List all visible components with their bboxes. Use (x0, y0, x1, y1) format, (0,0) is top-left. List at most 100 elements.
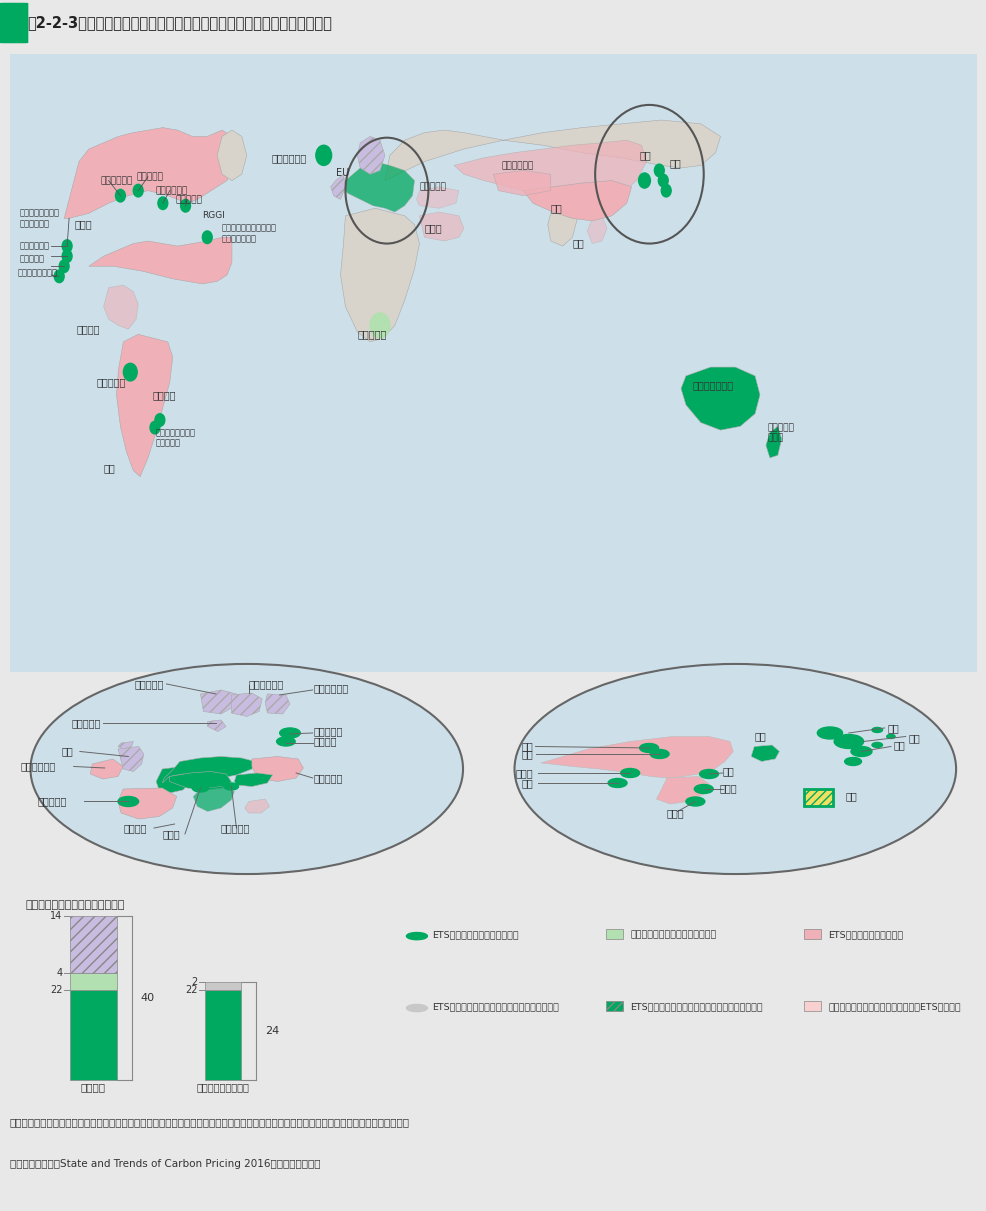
Text: ポーランド: ポーランド (314, 773, 343, 784)
Text: ノルウェー: ノルウェー (135, 679, 165, 689)
Polygon shape (493, 171, 550, 196)
Text: ウクライナ: ウクライナ (419, 183, 446, 191)
Text: 日本: 日本 (669, 157, 680, 168)
Circle shape (699, 769, 718, 779)
Text: リオデジャネイロ: リオデジャネイロ (156, 429, 196, 437)
Bar (803, 790, 832, 807)
Bar (803, 790, 832, 807)
Text: メキシコ: メキシコ (77, 325, 101, 334)
Text: 炭素税が導入又は予定されており、ETSは検討中: 炭素税が導入又は予定されており、ETSは検討中 (827, 1003, 959, 1011)
Polygon shape (118, 788, 176, 819)
Polygon shape (193, 786, 234, 811)
Polygon shape (162, 757, 254, 784)
Text: ニューファンドランド・
ラブラドール州: ニューファンドランド・ ラブラドール州 (222, 224, 277, 243)
Circle shape (155, 414, 165, 426)
Bar (803, 1001, 820, 1011)
Bar (204, 982, 241, 989)
Circle shape (685, 797, 704, 807)
Text: スウェーデン: スウェーデン (248, 679, 284, 689)
Text: 東京: 東京 (892, 740, 904, 750)
Text: 深セン: 深セン (667, 808, 684, 817)
Polygon shape (419, 212, 463, 241)
Polygon shape (357, 137, 385, 174)
Polygon shape (104, 285, 138, 329)
Polygon shape (245, 799, 269, 813)
Polygon shape (680, 367, 759, 430)
Circle shape (661, 184, 670, 197)
Circle shape (650, 750, 669, 758)
Circle shape (54, 270, 64, 282)
Text: 注：「導入又は予定」は、立法機関により採択され、開始予定日が決定されたもの。「検討中」は、導入に向けた検討を公式に表明したもの。: 注：「導入又は予定」は、立法機関により採択され、開始予定日が決定されたもの。「検… (10, 1118, 409, 1127)
Polygon shape (343, 161, 414, 212)
Polygon shape (587, 216, 606, 243)
Text: ブラジル: ブラジル (153, 390, 176, 400)
Polygon shape (750, 745, 779, 762)
Polygon shape (116, 334, 173, 477)
Text: 自治体・地域レベル: 自治体・地域レベル (196, 1081, 249, 1092)
Text: 中国: 中国 (550, 203, 562, 213)
Circle shape (871, 742, 881, 747)
Text: 炭素税が導入又は予定されている: 炭素税が導入又は予定されている (629, 930, 716, 940)
Polygon shape (385, 120, 720, 180)
Circle shape (150, 421, 160, 434)
Text: ケベック州: ケベック州 (176, 195, 202, 203)
Text: トルコ: トルコ (424, 224, 442, 234)
Circle shape (158, 197, 168, 210)
Polygon shape (251, 757, 303, 781)
Text: カリフォルニア州: カリフォルニア州 (18, 268, 58, 277)
Text: EU: EU (335, 168, 348, 178)
Polygon shape (765, 426, 781, 458)
Circle shape (871, 728, 881, 733)
Bar (605, 929, 622, 939)
Polygon shape (156, 767, 193, 793)
Bar (803, 929, 820, 939)
Text: 22: 22 (49, 985, 62, 995)
Polygon shape (64, 127, 237, 218)
Polygon shape (90, 759, 123, 779)
Circle shape (316, 145, 331, 166)
Circle shape (620, 769, 639, 777)
Text: 重慶: 重慶 (522, 777, 532, 788)
Text: アイスランド: アイスランド (271, 153, 307, 162)
Text: コロンビア: コロンビア (97, 377, 126, 388)
Polygon shape (207, 721, 226, 731)
Circle shape (370, 312, 389, 338)
Text: ポルトガル: ポルトガル (37, 797, 66, 807)
Text: 京都: 京都 (886, 723, 898, 733)
Polygon shape (416, 186, 458, 208)
Polygon shape (231, 693, 262, 717)
Text: 围2-2-3　政府・地域・自治体におけるカーボンプライシングの導入状況: 围2-2-3 政府・地域・自治体におけるカーボンプライシングの導入状況 (28, 16, 332, 30)
Circle shape (180, 200, 190, 212)
Polygon shape (547, 203, 577, 246)
Polygon shape (118, 746, 144, 771)
Circle shape (639, 744, 658, 752)
Text: フランス: フランス (123, 823, 147, 833)
Text: 国レベル: 国レベル (81, 1081, 106, 1092)
Text: ETSが導入又は予定されている: ETSが導入又は予定されている (432, 930, 519, 940)
Circle shape (844, 758, 861, 765)
Circle shape (62, 249, 72, 263)
Text: RGGI: RGGI (202, 212, 225, 220)
Polygon shape (200, 690, 237, 714)
Circle shape (514, 664, 955, 874)
Circle shape (202, 231, 212, 243)
Circle shape (654, 165, 664, 177)
Text: 台湾: 台湾 (845, 792, 857, 802)
Circle shape (118, 797, 138, 807)
Text: ラトビア: ラトビア (314, 736, 337, 746)
Text: カナダ: カナダ (74, 219, 92, 230)
Circle shape (192, 784, 208, 792)
Text: 韓国: 韓国 (753, 731, 765, 741)
Text: マニトバ州: マニトバ州 (136, 172, 163, 182)
Polygon shape (217, 130, 246, 180)
Polygon shape (118, 741, 133, 748)
Text: 資料：世界銀行『State and Trends of Carbon Pricing 2016』より環境省作成: 資料：世界銀行『State and Trends of Carbon Prici… (10, 1159, 320, 1169)
Polygon shape (340, 208, 419, 342)
Text: ブリティッシュ・
コロンビア州: ブリティッシュ・ コロンビア州 (20, 208, 60, 228)
Polygon shape (265, 694, 290, 714)
Text: 22: 22 (184, 985, 197, 995)
FancyBboxPatch shape (0, 4, 28, 42)
Circle shape (123, 363, 137, 381)
Text: 南アフリカ: 南アフリカ (357, 329, 387, 339)
Circle shape (693, 785, 713, 793)
